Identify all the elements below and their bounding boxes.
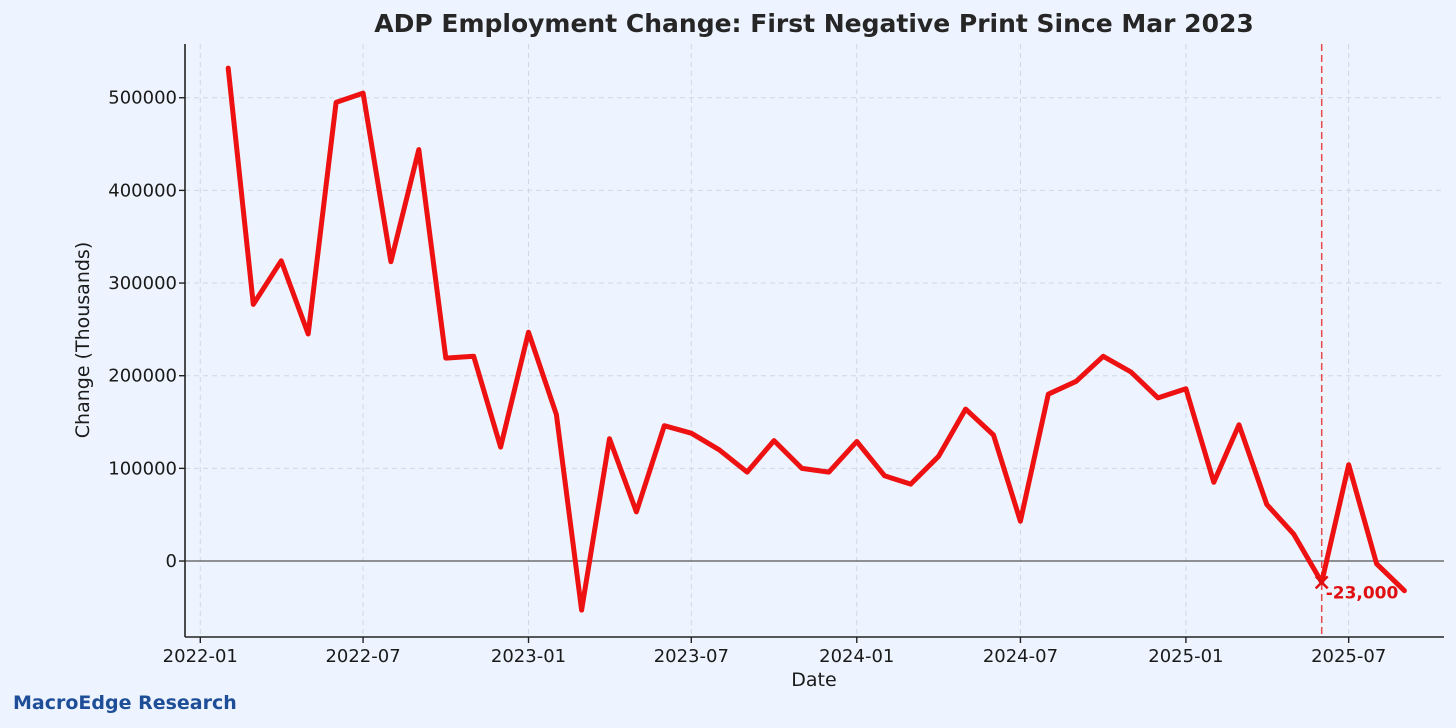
x-tick-label: 2024-01 bbox=[819, 646, 894, 667]
chart-title: ADP Employment Change: First Negative Pr… bbox=[374, 9, 1254, 38]
data-points bbox=[227, 66, 1406, 612]
data-point bbox=[334, 101, 338, 104]
x-ticks: 2022-01 2022-07 2023-01 2023-07 2024-01 2024-… bbox=[163, 637, 1386, 667]
data-point bbox=[227, 66, 230, 70]
y-tick-label: 400000 bbox=[108, 180, 177, 201]
y-ticks: 0 100000 200000 300000 400000 500000 bbox=[108, 88, 185, 572]
data-point bbox=[1265, 503, 1269, 506]
data-point bbox=[883, 474, 886, 477]
data-point bbox=[827, 470, 831, 474]
data-point bbox=[1292, 533, 1296, 536]
highlight-x-stroke bbox=[1314, 575, 1329, 590]
data-point bbox=[527, 331, 530, 334]
data-point bbox=[1019, 520, 1022, 523]
x-tick-label: 2025-07 bbox=[1311, 646, 1386, 667]
data-point bbox=[417, 148, 420, 151]
data-point bbox=[1403, 589, 1406, 592]
data-point bbox=[307, 332, 310, 336]
x-tick-label: 2024-07 bbox=[983, 646, 1058, 667]
data-point bbox=[909, 482, 912, 486]
data-point bbox=[800, 467, 804, 470]
data-point bbox=[361, 91, 365, 95]
data-point bbox=[1212, 481, 1216, 484]
data-point bbox=[635, 510, 638, 514]
data-point bbox=[499, 445, 502, 449]
data-point bbox=[1237, 423, 1241, 426]
data-point bbox=[1184, 387, 1188, 390]
data-point bbox=[1375, 562, 1378, 565]
data-point bbox=[1047, 393, 1050, 396]
data-point bbox=[718, 448, 721, 451]
data-point bbox=[1347, 463, 1350, 466]
data-point bbox=[580, 608, 583, 612]
x-tick-label: 2025-01 bbox=[1148, 646, 1223, 667]
x-axis-label: Date bbox=[791, 669, 836, 691]
data-point bbox=[472, 355, 475, 358]
y-tick-label: 500000 bbox=[108, 88, 177, 109]
x-tick-label: 2022-01 bbox=[163, 646, 238, 667]
brand-label: MacroEdge Research bbox=[13, 692, 237, 714]
data-point bbox=[389, 260, 393, 263]
x-tick-label: 2023-01 bbox=[491, 646, 566, 667]
grid bbox=[185, 44, 1444, 637]
data-point bbox=[855, 440, 858, 443]
data-point bbox=[964, 407, 967, 411]
data-point bbox=[1129, 370, 1133, 374]
y-tick-label: 200000 bbox=[108, 366, 177, 387]
data-point bbox=[1156, 396, 1160, 400]
data-point bbox=[1102, 355, 1105, 358]
x-tick-label: 2023-07 bbox=[654, 646, 729, 667]
y-tick-label: 0 bbox=[166, 551, 177, 572]
y-tick-label: 100000 bbox=[108, 458, 177, 479]
x-tick-label: 2022-07 bbox=[325, 646, 400, 667]
data-point bbox=[280, 259, 283, 262]
y-axis-label: Change (Thousands) bbox=[72, 242, 94, 438]
data-point bbox=[937, 455, 940, 458]
data-point bbox=[1075, 380, 1078, 383]
highlight-label: -23,000 bbox=[1326, 583, 1399, 603]
highlight-x-marker bbox=[1314, 575, 1329, 590]
axes bbox=[184, 44, 1444, 638]
data-point bbox=[745, 470, 749, 474]
data-point bbox=[690, 432, 693, 435]
data-point bbox=[992, 433, 995, 437]
data-point bbox=[555, 413, 558, 416]
data-point bbox=[663, 424, 666, 427]
y-tick-label: 300000 bbox=[108, 273, 177, 294]
data-point bbox=[608, 437, 611, 440]
data-point bbox=[252, 303, 255, 306]
data-point bbox=[444, 356, 447, 360]
data-point bbox=[772, 439, 776, 442]
series-line bbox=[225, 65, 1407, 613]
